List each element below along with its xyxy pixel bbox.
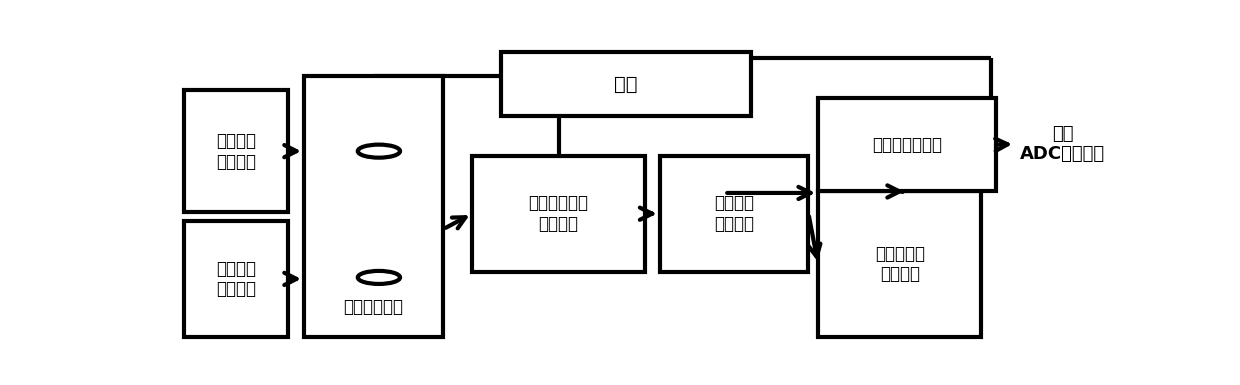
- Bar: [660, 156, 808, 271]
- Bar: [818, 191, 982, 337]
- Text: 外接电压
输入信号: 外接电压 输入信号: [216, 132, 255, 171]
- Bar: [501, 52, 750, 116]
- Bar: [184, 90, 288, 212]
- Text: 通道选择电路: 通道选择电路: [343, 298, 404, 316]
- Bar: [304, 76, 444, 337]
- Text: 锁相环倍频电路: 锁相环倍频电路: [872, 136, 942, 154]
- Text: 外接电流
输入信号: 外接电流 输入信号: [216, 259, 255, 298]
- Bar: [184, 221, 288, 337]
- Circle shape: [358, 145, 401, 158]
- Bar: [472, 156, 645, 271]
- Text: 锁相环匹配
选择电路: 锁相环匹配 选择电路: [874, 245, 925, 283]
- Circle shape: [358, 271, 401, 284]
- Bar: [818, 98, 996, 191]
- Text: 电源: 电源: [614, 74, 637, 94]
- Text: 输入信号频率
调理电路: 输入信号频率 调理电路: [528, 194, 589, 233]
- Text: 输出
ADC采样触发: 输出 ADC采样触发: [1019, 125, 1105, 163]
- Text: 输入信号
检测电路: 输入信号 检测电路: [714, 194, 754, 233]
